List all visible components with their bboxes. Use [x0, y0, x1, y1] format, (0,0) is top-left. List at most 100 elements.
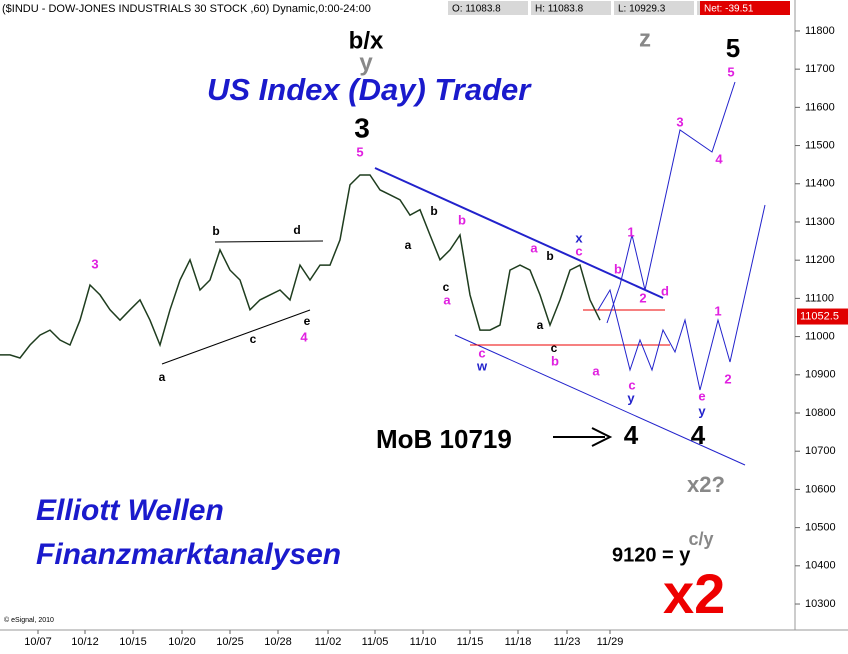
y-tick-label: 10900 — [805, 369, 836, 381]
wave-label: 4 — [624, 420, 639, 450]
y-tick-label: 11300 — [805, 216, 835, 228]
y-tick-label: 10500 — [805, 522, 836, 534]
wave-label: z — [639, 25, 651, 52]
wave-label: b — [212, 224, 219, 238]
y-tick-label: 10400 — [805, 560, 836, 572]
wave-label: a — [443, 292, 451, 307]
brand-line: Finanzmarktanalysen — [36, 538, 341, 571]
wave-label: 1 — [714, 303, 721, 318]
wave-label: a — [405, 238, 412, 252]
x-tick-label: 11/23 — [554, 636, 581, 648]
channel-line — [374, 167, 664, 299]
y-tick-label: 11800 — [805, 25, 835, 37]
trend-line — [161, 309, 311, 365]
wave-label: a — [537, 318, 544, 332]
header: ($INDU - DOW-JONES INDUSTRIALS 30 STOCK … — [2, 3, 371, 15]
wave-label: 1 — [627, 224, 634, 239]
wave-label: 4 — [715, 151, 723, 166]
channel-line — [454, 334, 746, 466]
x-tick-label: 10/25 — [216, 636, 244, 648]
y-tick-label: 10800 — [805, 407, 836, 419]
y-tick-label: 11400 — [805, 178, 835, 190]
wave-label: 3 — [354, 112, 370, 143]
x-tick-label: 10/28 — [264, 636, 292, 648]
x-tick-label: 11/29 — [597, 636, 624, 648]
y-tick-label: 11200 — [805, 254, 835, 266]
quote-box — [531, 1, 611, 15]
wave-label: c — [575, 243, 582, 258]
wave-label: e — [304, 314, 311, 328]
wave-label: a — [530, 240, 538, 255]
price-line — [0, 174, 601, 359]
y-tick-label: 11500 — [805, 139, 835, 151]
quote: H: 11083.8 — [535, 4, 584, 15]
wave-label: c — [478, 345, 485, 360]
wave-label: y — [359, 49, 373, 76]
big-label: x2 — [663, 562, 725, 625]
last-price-box — [797, 308, 848, 325]
quote-box — [448, 1, 528, 15]
wave-label: b — [458, 212, 466, 227]
wave-label: 4 — [300, 329, 308, 344]
wave-label: c — [250, 332, 257, 346]
copyright: © eSignal, 2010 — [4, 616, 54, 624]
x-tick-label: 11/18 — [505, 636, 532, 648]
projection-path — [597, 204, 766, 391]
y-tick-label: 10700 — [805, 445, 836, 457]
wave-label: d — [661, 283, 669, 298]
wave-label: b — [614, 261, 622, 276]
wave-label: e — [698, 388, 705, 403]
arrow-head — [591, 427, 613, 447]
x-tick-label: 10/15 — [119, 636, 147, 648]
x-tick-label: 11/05 — [362, 636, 389, 648]
wave-label: d — [293, 223, 300, 237]
header-bg — [0, 0, 446, 16]
y-tick-label: 11100 — [805, 292, 834, 304]
wave-label: 2 — [639, 290, 646, 305]
mob-label: MoB 10719 — [376, 424, 512, 454]
y-tick-label: 10300 — [805, 598, 836, 610]
projection-path — [606, 81, 736, 324]
quote-box — [614, 1, 694, 15]
wave-label: c/y — [688, 529, 713, 549]
x-tick-label: 11/10 — [410, 636, 437, 648]
wave-label: a — [159, 370, 166, 384]
wave-label: b — [546, 249, 553, 263]
wave-label: x2? — [687, 472, 725, 497]
y-tick-label: 11600 — [805, 101, 835, 113]
chart-title: US Index (Day) Trader — [207, 72, 532, 107]
x-tick-label: 10/12 — [71, 636, 99, 648]
y-tick-label: 11000 — [805, 330, 835, 342]
y-tick-label: 10600 — [805, 483, 836, 495]
net-box — [700, 1, 790, 15]
x-tick-label: 11/02 — [315, 636, 342, 648]
wave-label: c — [628, 377, 635, 392]
wave-label: y — [627, 390, 635, 405]
wave-label: 5 — [727, 64, 734, 79]
wave-label: 4 — [691, 420, 706, 450]
wave-drawings — [161, 81, 766, 466]
trend-line — [214, 240, 324, 243]
wave-label: 5 — [726, 33, 740, 63]
quote: L: 10929.3 — [618, 4, 666, 15]
brand-line: Elliott Wellen — [36, 494, 224, 527]
net: Net: -39.51 — [704, 4, 754, 15]
x-tick-label: 10/07 — [24, 636, 52, 648]
wave-label: 3 — [676, 114, 683, 129]
quote: O: 11083.8 — [452, 4, 501, 15]
wave-label: b — [430, 204, 437, 218]
wave-label: y — [698, 403, 706, 418]
wave-label: w — [476, 358, 488, 373]
last-price: 11052.5 — [800, 310, 839, 322]
wave-label: a — [592, 363, 600, 378]
wave-label: b — [551, 353, 559, 368]
wave-label: c — [551, 341, 558, 355]
x-tick-label: 11/15 — [457, 636, 484, 648]
x-tick-label: 10/20 — [168, 636, 196, 648]
target-label: 9120 = y — [612, 544, 691, 566]
wave-label: 3 — [91, 256, 98, 271]
wave-label: 2 — [724, 371, 731, 386]
wave-label: b/x — [349, 27, 384, 54]
